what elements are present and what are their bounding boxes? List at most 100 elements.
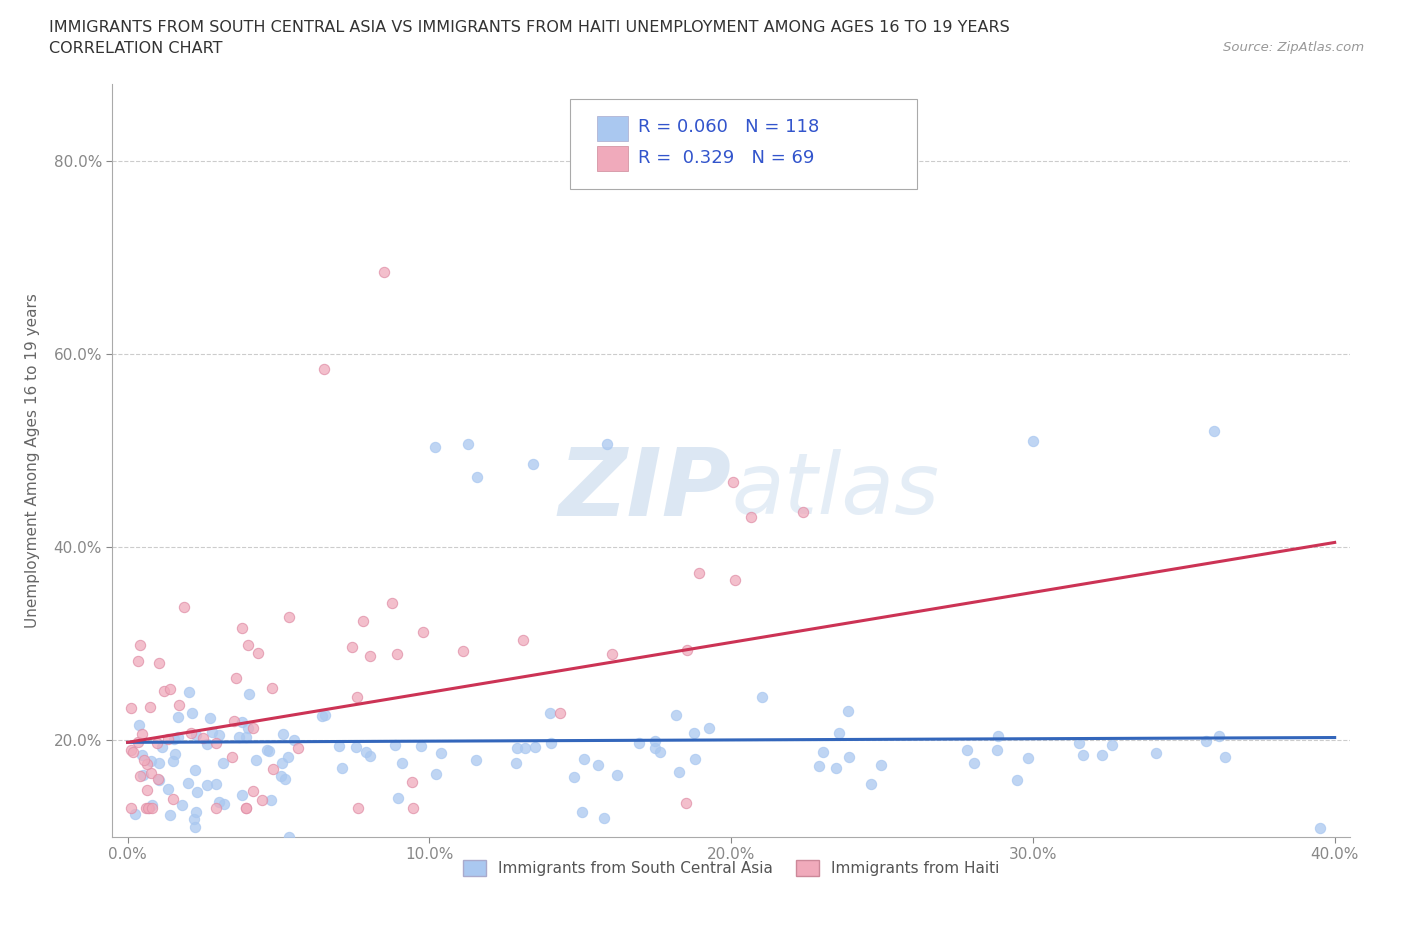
Point: [384, 737, 406, 752]
Point: [173, 600, 195, 615]
Point: [262, 762, 284, 777]
Point: [271, 726, 294, 741]
Point: [205, 777, 228, 791]
Point: [328, 738, 350, 753]
Point: [593, 810, 616, 825]
Point: [837, 704, 859, 719]
Point: [129, 769, 152, 784]
Point: [170, 797, 193, 812]
Point: [828, 726, 851, 741]
Point: [987, 728, 1010, 743]
Point: [1195, 734, 1218, 749]
Text: CORRELATION CHART: CORRELATION CHART: [49, 41, 222, 56]
Point: [824, 761, 846, 776]
Point: [250, 792, 273, 807]
Point: [675, 796, 697, 811]
Point: [838, 750, 860, 764]
Point: [859, 777, 882, 791]
Point: [132, 767, 155, 782]
Point: [808, 759, 831, 774]
Point: [409, 738, 432, 753]
Point: [1022, 433, 1045, 448]
Point: [956, 743, 979, 758]
Point: [242, 784, 264, 799]
Point: [150, 739, 173, 754]
Point: [270, 768, 292, 783]
Point: [236, 720, 259, 735]
Point: [120, 801, 142, 816]
Point: [1202, 424, 1225, 439]
Point: [167, 710, 190, 724]
Point: [344, 739, 367, 754]
Point: [136, 757, 159, 772]
Point: [451, 644, 474, 658]
Point: [683, 725, 706, 740]
Point: [751, 689, 773, 704]
Point: [148, 656, 170, 671]
Point: [159, 807, 181, 822]
Point: [136, 783, 159, 798]
Point: [141, 797, 163, 812]
Point: [120, 700, 142, 715]
Point: [176, 776, 198, 790]
Point: [208, 727, 231, 742]
Point: [204, 801, 226, 816]
Point: [314, 708, 336, 723]
Point: [1005, 773, 1028, 788]
FancyBboxPatch shape: [571, 99, 917, 189]
Point: [423, 439, 446, 454]
Point: [429, 746, 451, 761]
Point: [132, 752, 155, 767]
Point: [506, 740, 529, 755]
Point: [128, 718, 150, 733]
Point: [464, 752, 486, 767]
Point: [1309, 820, 1331, 835]
Point: [347, 801, 370, 816]
Point: [540, 736, 562, 751]
Text: R =  0.329   N = 69: R = 0.329 N = 69: [638, 149, 814, 166]
Point: [600, 647, 623, 662]
Point: [198, 711, 221, 725]
Point: [373, 264, 395, 279]
Point: [124, 806, 146, 821]
Point: [163, 747, 186, 762]
Point: [359, 749, 381, 764]
Point: [792, 505, 814, 520]
Point: [235, 801, 257, 816]
Point: [184, 804, 207, 819]
Point: [668, 764, 690, 779]
Point: [346, 690, 368, 705]
Point: [278, 830, 301, 844]
Point: [283, 733, 305, 748]
Point: [222, 714, 245, 729]
Point: [271, 756, 294, 771]
Point: [1017, 751, 1039, 765]
Point: [1101, 737, 1123, 752]
Point: [256, 742, 278, 757]
Point: [644, 740, 666, 755]
Text: ZIP: ZIP: [558, 445, 731, 537]
Point: [122, 745, 145, 760]
Point: [139, 754, 162, 769]
Point: [238, 686, 260, 701]
Point: [242, 720, 264, 735]
Point: [148, 773, 170, 788]
Point: [287, 741, 309, 756]
Point: [120, 742, 142, 757]
Point: [195, 737, 218, 751]
Point: [157, 782, 180, 797]
Point: [247, 646, 270, 661]
Point: [538, 706, 561, 721]
Point: [524, 739, 547, 754]
Point: [238, 637, 260, 652]
Point: [340, 640, 363, 655]
Point: [721, 475, 744, 490]
Point: [162, 791, 184, 806]
Point: [1071, 748, 1094, 763]
Point: [231, 620, 253, 635]
Point: [235, 801, 257, 816]
Point: [650, 745, 672, 760]
Point: [1208, 728, 1230, 743]
Point: [235, 729, 257, 744]
Point: [163, 732, 186, 747]
